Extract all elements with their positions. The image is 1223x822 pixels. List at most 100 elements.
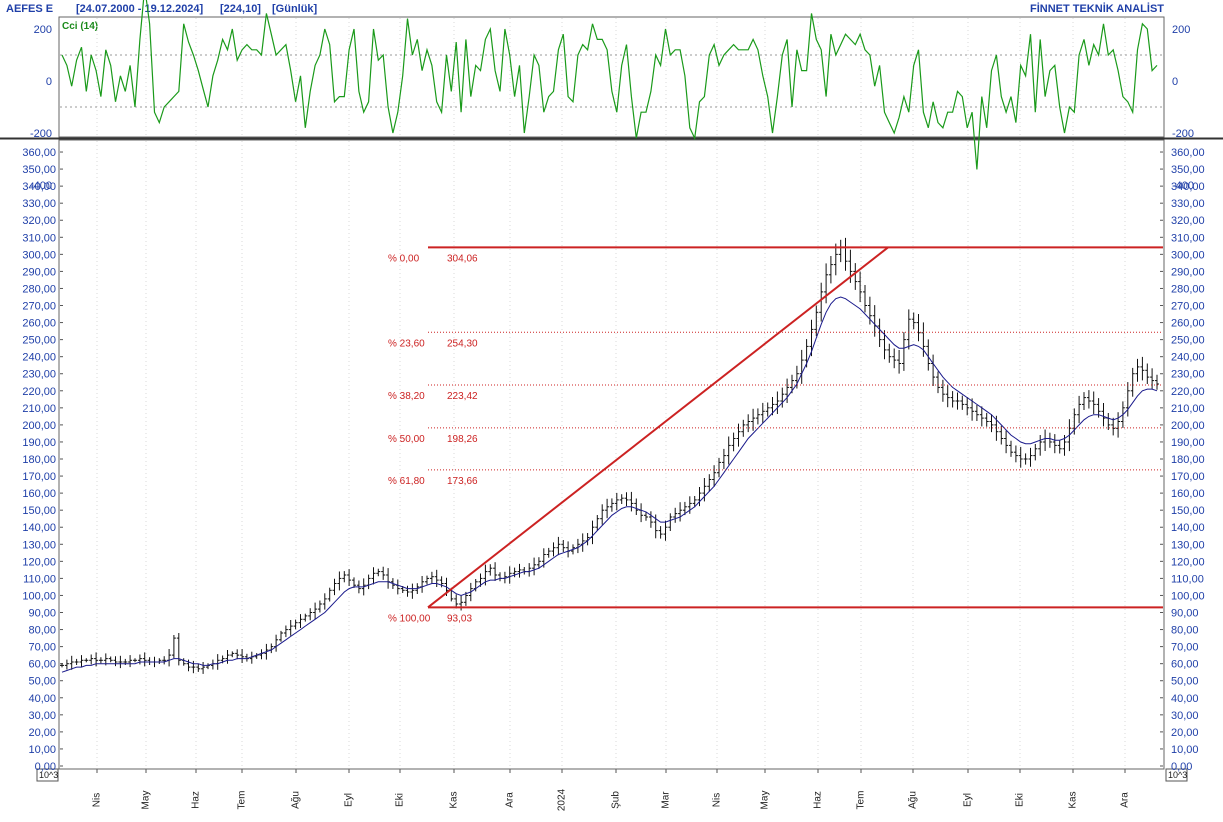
fib-level-percent: % 100,00 <box>388 613 431 624</box>
price-y-tick-left: 260,00 <box>22 318 56 330</box>
x-axis: Nis May Haz Tem Ağu Eyl Eki Kas Ara 2024 Şub Mar Nis… <box>92 769 1131 811</box>
fibonacci-levels: % 0,00 304,06 % 23,60 254,30 % 38,20 223,42 % … <box>388 246 1163 624</box>
price-y-tick-right: 200,00 <box>1171 420 1205 432</box>
fib-level-percent: % 0,00 <box>388 253 420 264</box>
price-y-tick-right: 140,00 <box>1171 522 1205 534</box>
price-y-tick-left: 110,00 <box>23 573 56 585</box>
price-y-tick-left: 230,00 <box>22 369 56 381</box>
price-y-tick-left: 80,00 <box>28 625 56 637</box>
price-y-tick-right: 10,00 <box>1171 744 1199 756</box>
price-y-tick-right: 90,00 <box>1171 608 1199 620</box>
price-y-tick-right: 190,00 <box>1171 437 1205 449</box>
price-y-tick-right: 150,00 <box>1171 505 1205 517</box>
fib-trend-line <box>427 246 889 609</box>
cci-y-tick-left: -200 <box>30 128 52 140</box>
price-y-tick-left: 290,00 <box>22 266 56 278</box>
price-y-tick-left: 330,00 <box>22 198 56 210</box>
fib-level-percent: % 61,80 <box>388 476 425 487</box>
price-y-tick-left: 30,00 <box>28 710 56 722</box>
unit-badge-left-text: 10^3 <box>39 770 58 780</box>
price-y-tick-right: 320,00 <box>1171 215 1205 227</box>
price-y-tick-right: 220,00 <box>1171 386 1205 398</box>
x-tick-label: Nis <box>712 793 723 807</box>
price-y-tick-right: 240,00 <box>1171 352 1205 364</box>
price-y-tick-right: 40,00 <box>1171 693 1199 705</box>
period-label: [Günlük] <box>272 3 318 15</box>
price-y-tick-left: 170,00 <box>22 471 56 483</box>
price-y-tick-right: 310,00 <box>1171 232 1205 244</box>
price-y-tick-right: 360,00 <box>1171 147 1205 159</box>
price-y-tick-right: 170,00 <box>1171 471 1205 483</box>
cci-y-tick-right: -400 <box>1172 180 1194 192</box>
cci-y-tick-right: -200 <box>1172 128 1194 140</box>
cci-title: Cci (14) <box>62 21 98 32</box>
price-y-tick-right: 180,00 <box>1171 454 1205 466</box>
x-tick-label: Eyl <box>963 793 974 807</box>
price-y-tick-right: 250,00 <box>1171 335 1205 347</box>
x-tick-label: Tem <box>856 791 867 810</box>
price-y-tick-left: 60,00 <box>28 659 56 671</box>
date-range-label: [24.07.2000 - 19.12.2024] <box>76 3 204 15</box>
price-y-tick-right: 60,00 <box>1171 659 1199 671</box>
price-y-tick-left: 140,00 <box>22 522 56 534</box>
price-y-tick-left: 120,00 <box>22 556 56 568</box>
price-y-tick-right: 30,00 <box>1171 710 1199 722</box>
cci-panel-frame <box>58 16 1165 138</box>
last-price-label: [224,10] <box>220 3 261 15</box>
price-bars <box>60 237 1159 674</box>
fib-level-percent: % 50,00 <box>388 434 425 445</box>
x-tick-label: Tem <box>237 791 248 810</box>
cci-axis: 40040020020000-200-200-400-400 <box>30 24 1194 192</box>
price-y-tick-right: 340,00 <box>1171 181 1205 193</box>
cci-line <box>61 0 1158 170</box>
price-y-tick-right: 110,00 <box>1171 573 1204 585</box>
price-y-tick-right: 280,00 <box>1171 283 1205 295</box>
cci-series <box>61 0 1158 170</box>
x-tick-label: Ara <box>505 792 516 808</box>
fib-level-value: 198,26 <box>447 434 478 445</box>
x-tick-label: Ağu <box>908 791 919 809</box>
price-y-tick-left: 240,00 <box>22 352 56 364</box>
x-tick-label: Mar <box>661 791 672 809</box>
chart-header: AEFES E [24.07.2000 - 19.12.2024] [224,1… <box>6 2 1164 15</box>
x-tick-label: Eki <box>1015 793 1026 807</box>
price-y-tick-right: 50,00 <box>1171 676 1199 688</box>
x-tick-label: Haz <box>191 791 202 809</box>
fib-level-value: 93,03 <box>447 613 472 624</box>
cci-y-tick-left: -400 <box>30 180 52 192</box>
fib-level-value: 223,42 <box>447 391 478 402</box>
price-y-tick-left: 0,00 <box>35 761 56 773</box>
price-y-tick-left: 190,00 <box>22 437 56 449</box>
price-axis: 360,00 360,00 350,00 350,00 340,00 340,00 330,… <box>22 147 1204 773</box>
price-y-tick-left: 360,00 <box>22 147 56 159</box>
price-panel-frame <box>58 139 1165 770</box>
price-y-tick-left: 200,00 <box>22 420 56 432</box>
price-y-tick-right: 300,00 <box>1171 249 1205 261</box>
price-y-tick-left: 280,00 <box>22 283 56 295</box>
price-y-tick-left: 150,00 <box>22 505 56 517</box>
moving-average <box>61 296 1158 673</box>
unit-badge-left <box>36 768 59 782</box>
price-y-tick-right: 80,00 <box>1171 625 1199 637</box>
gridlines <box>60 18 1163 768</box>
x-tick-label: Şub <box>611 791 622 809</box>
price-y-tick-right: 350,00 <box>1171 164 1205 176</box>
x-tick-label: May <box>141 791 152 810</box>
x-tick-label: Ara <box>1120 792 1131 808</box>
moving-average-line <box>61 296 1158 673</box>
fib-level-percent: % 23,60 <box>388 338 425 349</box>
x-tick-label: 2024 <box>557 788 568 811</box>
price-y-tick-right: 260,00 <box>1171 318 1205 330</box>
price-y-tick-left: 210,00 <box>22 403 56 415</box>
price-y-tick-left: 350,00 <box>22 164 56 176</box>
fib-level-value: 254,30 <box>447 338 478 349</box>
x-tick-label: Ağu <box>291 791 302 809</box>
price-y-tick-right: 120,00 <box>1171 556 1205 568</box>
price-y-tick-right: 230,00 <box>1171 369 1205 381</box>
price-y-tick-right: 20,00 <box>1171 727 1199 739</box>
price-y-tick-left: 220,00 <box>22 386 56 398</box>
brand-label: FİNNET TEKNİK ANALİST <box>1030 2 1164 15</box>
x-tick-label: Haz <box>813 791 824 809</box>
price-y-tick-left: 160,00 <box>22 488 56 500</box>
